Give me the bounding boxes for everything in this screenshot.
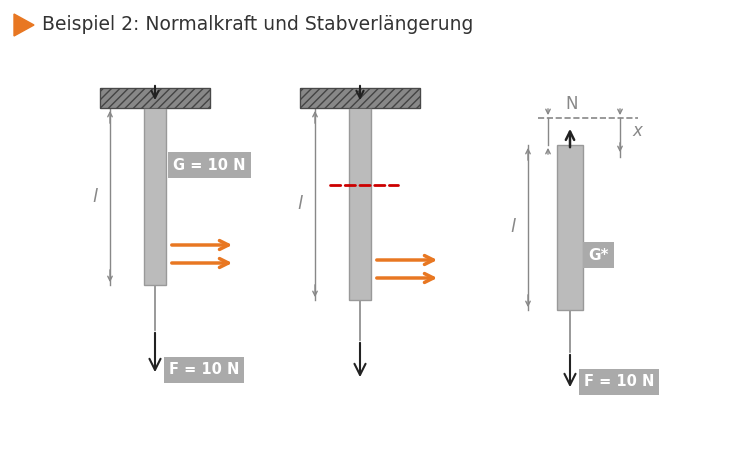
Bar xyxy=(144,108,166,285)
Text: l: l xyxy=(511,218,515,237)
Polygon shape xyxy=(14,14,34,36)
Text: F = 10 N: F = 10 N xyxy=(169,363,239,378)
Text: l: l xyxy=(298,195,302,213)
Text: F = 10 N: F = 10 N xyxy=(584,374,654,389)
Bar xyxy=(557,145,583,310)
Bar xyxy=(300,88,420,108)
Text: G = 10 N: G = 10 N xyxy=(173,157,245,172)
Bar xyxy=(300,88,420,108)
Bar xyxy=(100,88,210,108)
Text: Beispiel 2: Normalkraft und Stabverlängerung: Beispiel 2: Normalkraft und Stabverlänge… xyxy=(42,15,473,35)
Text: G*: G* xyxy=(588,248,608,263)
Text: l: l xyxy=(92,187,98,206)
Bar xyxy=(100,88,210,108)
Text: N: N xyxy=(566,95,578,113)
Text: x: x xyxy=(632,122,642,141)
Bar xyxy=(349,108,371,300)
